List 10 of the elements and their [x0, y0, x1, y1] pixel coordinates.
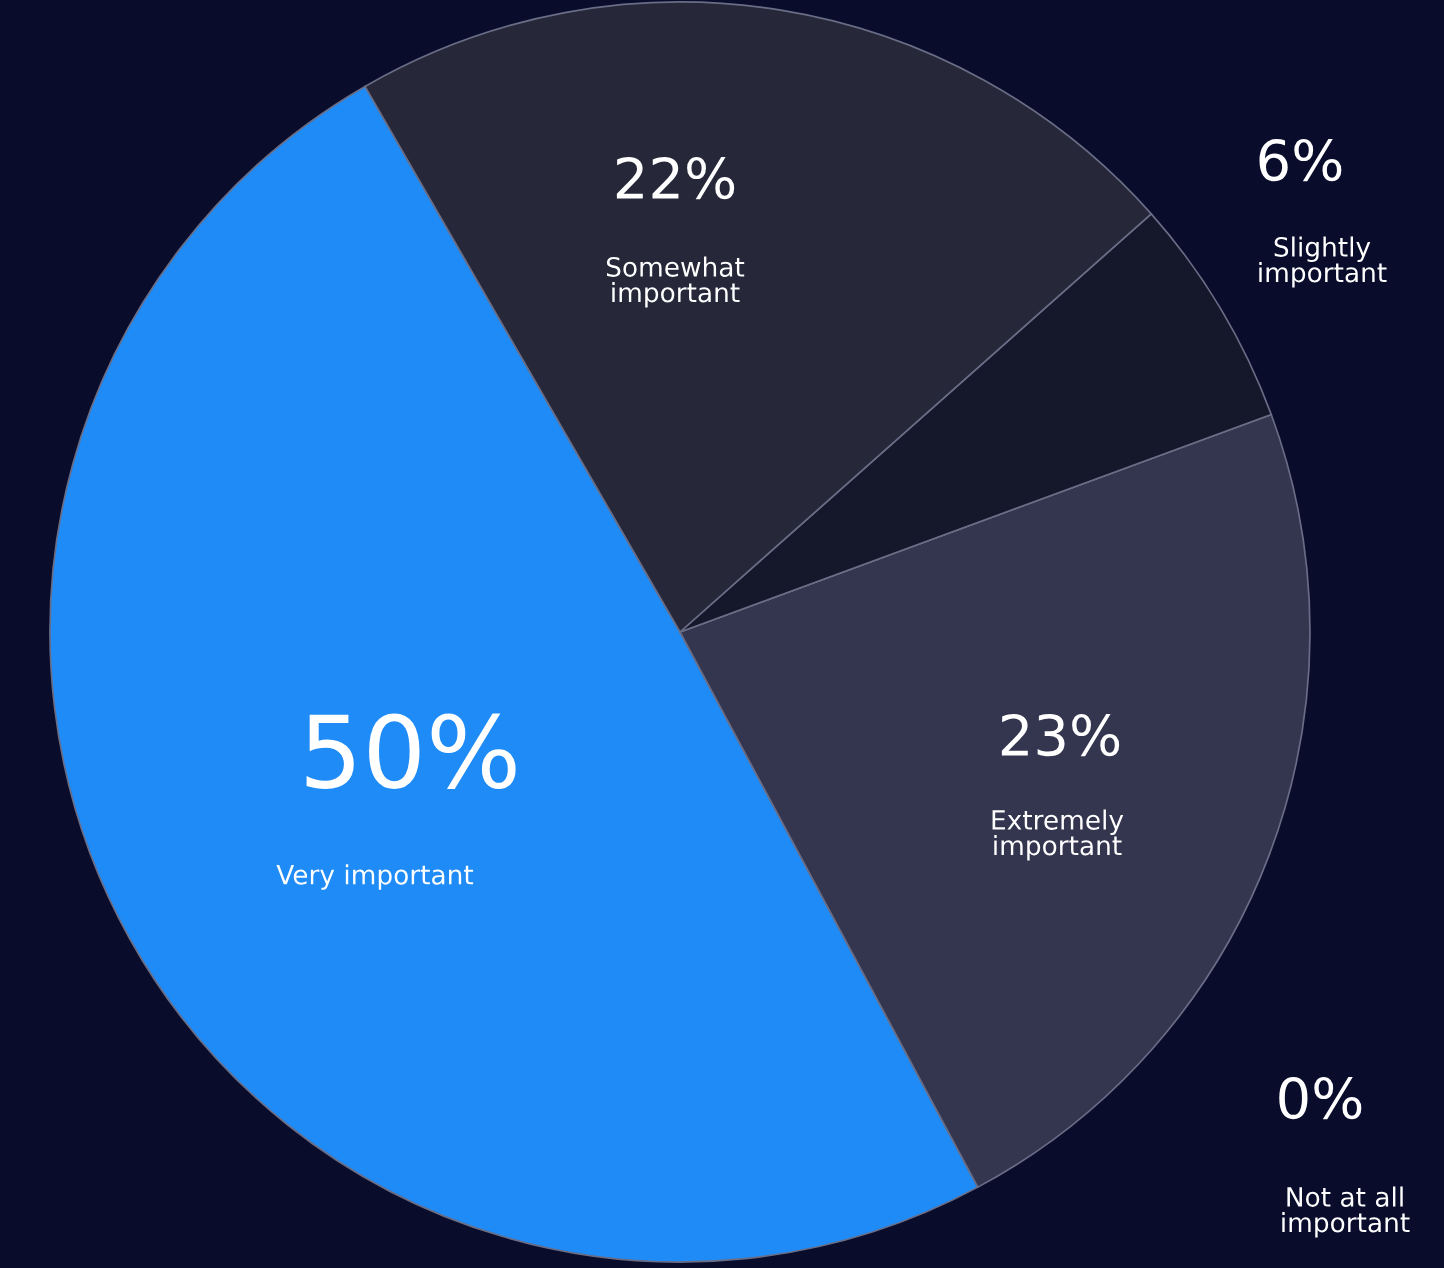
slice-label: Extremely important — [992, 809, 1124, 861]
data-label: 50% — [306, 713, 516, 790]
slice-label: Very important — [276, 864, 474, 890]
data-label: 23% — [1001, 713, 1120, 757]
category-label: Not at all important — [1282, 1186, 1410, 1238]
slice-label: Slightly important — [1259, 236, 1387, 288]
text: 0% — [1279, 1076, 1362, 1120]
data-label: 6% — [1259, 138, 1342, 182]
slice-label: Somewhat important — [606, 256, 745, 308]
data-label: 22% — [616, 156, 735, 200]
